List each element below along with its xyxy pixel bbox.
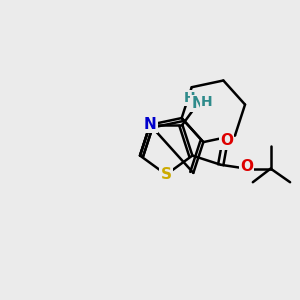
Text: O: O <box>240 159 253 174</box>
Text: H: H <box>184 91 196 105</box>
Text: H: H <box>201 95 213 109</box>
Text: N: N <box>144 117 156 132</box>
Text: N: N <box>192 96 204 111</box>
Text: S: S <box>161 167 172 182</box>
Text: O: O <box>220 134 233 148</box>
